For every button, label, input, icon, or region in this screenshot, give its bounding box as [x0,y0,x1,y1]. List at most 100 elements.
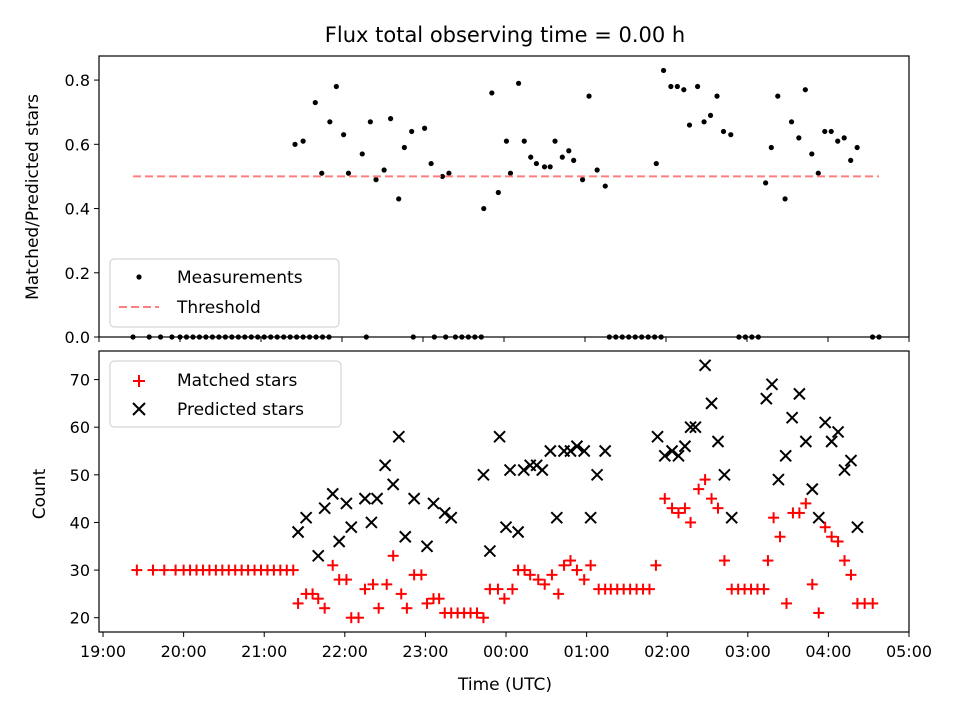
measurements-point [507,170,514,176]
matched-stars-point [381,578,393,590]
predicted-stars-point [291,525,305,539]
legend-predicted-label: Predicted stars [177,400,304,420]
ratio-plot-panel: 0.00.20.40.60.8 Matched/Predicted stars … [23,55,910,347]
predicted-stars-point [711,435,725,448]
matched-stars-point [867,597,879,609]
measurements-point [848,157,854,163]
matched-stars-point [659,493,671,505]
matched-stars-point [524,569,536,581]
predicted-stars-point [318,501,331,515]
measurements-point [515,80,522,86]
legend-predicted-marker [132,402,146,416]
matched-stars-point [401,602,413,614]
matched-stars-point [498,593,510,605]
measurements-point [528,154,534,160]
count-y-tick-label: 60 [70,418,90,437]
count-y-tick-label: 40 [70,513,90,532]
matched-stars-point [685,516,697,528]
measurements-point [327,119,333,125]
measurements-point [428,160,434,167]
predicted-stars-point [503,463,517,477]
measurements-point [714,93,720,99]
matched-stars-point [387,550,399,562]
predicted-stars-point [312,549,325,563]
predicted-stars-point [725,511,738,524]
predicted-stars-point [838,463,851,477]
matched-stars-point [340,574,352,586]
ratio-plot-y-ticks: 0.0 0.2 0.4 0.6 0.8 [65,71,99,347]
measurements-point [503,138,510,144]
ratio-plot-legend-box [109,258,340,328]
predicted-stars-point [765,378,779,391]
count-x-tick-label: 03:00 [725,642,771,661]
measurements-point [788,119,795,125]
measurements-point [707,112,714,119]
predicted-stars-point [493,430,506,443]
predicted-stars-point [365,516,378,529]
matched-stars-point [679,502,691,514]
matched-stars-point [312,593,324,605]
matched-stars-point [643,583,655,595]
matched-stars-point [564,555,576,567]
ratio-plot-x-ticks [98,337,910,342]
predicted-stars-point [577,444,591,458]
predicted-stars-point [399,530,412,543]
measurements-point [763,180,769,186]
matched-stars-point [373,602,385,614]
measurements-point [579,177,586,183]
predicted-stars-point [420,540,434,553]
measurements-point [768,144,774,151]
measurements-point [586,93,592,99]
predicted-stars-point [299,511,313,524]
measurements-point [373,177,379,183]
matched-stars-point [558,559,570,571]
measurements-point [782,196,788,202]
measurements-point [489,90,495,96]
ratio-y-tick-label: 0.6 [65,135,90,154]
matched-stars-point [699,474,711,486]
matched-stars-point [359,583,371,595]
predicted-stars-point [705,397,718,410]
measurements-point [345,170,352,176]
count-y-tick-label: 70 [70,371,90,390]
matched-stars-point [147,564,159,576]
matched-stars-point [672,507,684,519]
measurements-point [674,83,680,90]
matched-stars-point [813,607,825,619]
matched-stars-point [506,583,518,595]
matched-stars-point [839,555,851,567]
count-x-tick-label: 02:00 [644,642,690,661]
legend-matched-label: Matched stars [177,371,297,391]
measurements-point [359,151,365,157]
matched-stars-point [793,507,805,519]
measurements-point [381,167,387,173]
measurements-point [802,87,808,93]
measurements-point [854,144,860,151]
predicted-stars-point [825,435,838,448]
predicted-stars-point [511,525,525,539]
matched-stars-point [712,502,724,514]
matched-stars-point [546,569,558,581]
predicted-stars-point [718,468,731,482]
predicted-stars-point [698,359,712,372]
predicted-stars-point [536,463,549,477]
matched-stars-point [492,583,504,595]
predicted-stars-point [806,482,819,496]
matched-stars-point [666,502,678,514]
matched-stars-point [762,555,774,567]
matched-stars-point [758,583,770,595]
count-plot-panel: 20 30 40 50 60 70 19:00 20:00 21:00 22:00 23:00 00… [30,350,932,695]
figure-title: Flux total observing time = 0.00 h [325,23,685,47]
count-plot-legend: Matched stars Predicted stars [109,360,342,428]
count-y-tick-label: 50 [70,466,90,485]
ratio-plot-marks [130,67,882,340]
matched-stars-point [319,602,331,614]
predicted-stars-point [570,440,584,453]
matched-stars-point [800,497,812,509]
predicted-stars-point [590,468,604,482]
predicted-stars-point [340,497,353,510]
ratio-y-tick-label: 0.0 [65,328,90,347]
measurements-point [547,164,553,170]
predicted-stars-point [684,420,697,434]
